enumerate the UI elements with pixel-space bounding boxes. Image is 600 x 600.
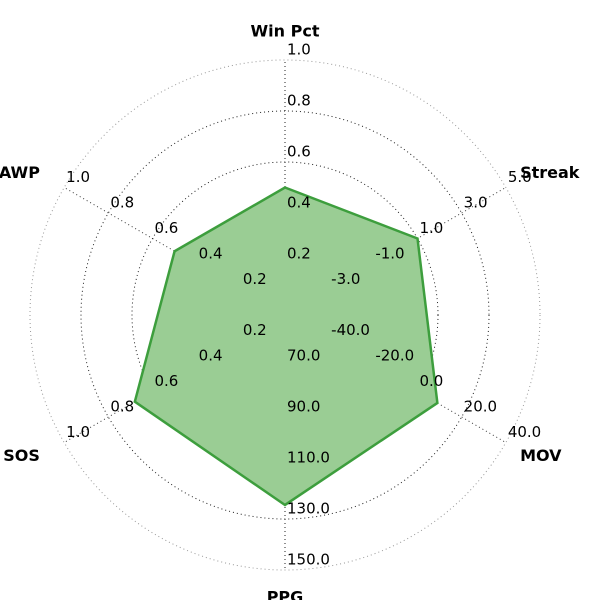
- tick-label: 0.8: [110, 398, 134, 416]
- tick-label: -20.0: [375, 347, 414, 365]
- tick-label: 20.0: [464, 398, 497, 416]
- axis-label: PPG: [267, 588, 304, 600]
- tick-label: 40.0: [508, 423, 541, 441]
- tick-label: 0.6: [154, 372, 178, 390]
- tick-label: 0.0: [420, 372, 444, 390]
- axis-label: MOV: [520, 446, 562, 465]
- tick-label: 110.0: [287, 449, 330, 467]
- tick-label: 1.0: [66, 423, 90, 441]
- tick-label: 0.2: [243, 270, 267, 288]
- tick-label: -3.0: [331, 270, 360, 288]
- tick-label: 1.0: [287, 41, 311, 59]
- tick-label: 0.2: [287, 245, 311, 263]
- tick-label: 0.8: [110, 194, 134, 212]
- tick-label: 150.0: [287, 551, 330, 569]
- axis-label: Streak: [520, 163, 580, 182]
- tick-label: 0.4: [287, 194, 311, 212]
- grid-ring: [29, 59, 541, 571]
- spoke: [284, 187, 507, 316]
- tick-label: 0.4: [199, 245, 223, 263]
- tick-label: 0.8: [287, 92, 311, 110]
- tick-label: 0.2: [243, 321, 267, 339]
- axis-label: SOS: [3, 446, 40, 465]
- tick-label: 130.0: [287, 500, 330, 518]
- tick-label: 0.6: [154, 219, 178, 237]
- tick-label: 5.0: [508, 168, 532, 186]
- tick-label: 1.0: [66, 168, 90, 186]
- tick-label: -1.0: [375, 245, 404, 263]
- radar-area: [133, 186, 439, 507]
- tick-label: 0.4: [199, 347, 223, 365]
- tick-label: 3.0: [464, 194, 488, 212]
- tick-label: 70.0: [287, 347, 320, 365]
- tick-label: 1.0: [420, 219, 444, 237]
- spoke: [63, 187, 286, 316]
- tick-label: 90.0: [287, 398, 320, 416]
- tick-label: 0.6: [287, 143, 311, 161]
- spoke: [63, 314, 286, 443]
- tick-label: -40.0: [331, 321, 370, 339]
- spoke: [284, 314, 507, 443]
- axis-label: AWP: [0, 163, 40, 182]
- axis-label: Win Pct: [251, 22, 320, 41]
